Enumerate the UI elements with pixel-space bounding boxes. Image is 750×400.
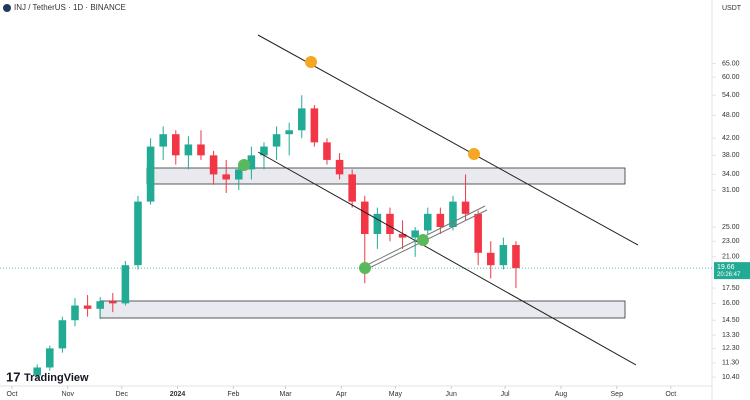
y-tick-label: 25.00	[722, 224, 740, 231]
y-tick-label: 17.50	[722, 285, 740, 292]
logo-mark: 17	[6, 369, 20, 384]
zone	[99, 300, 626, 319]
x-tick-label: Sep	[611, 391, 624, 398]
candle-body	[373, 213, 382, 234]
x-tick-label: Jun	[446, 391, 457, 398]
drawings	[238, 34, 639, 366]
candle-body	[260, 146, 268, 156]
y-tick-label: 48.00	[722, 112, 740, 119]
candle-body	[411, 230, 419, 238]
candle-body	[461, 201, 470, 214]
candle-body	[297, 108, 306, 131]
candle-body	[209, 155, 218, 175]
candle-body	[58, 320, 67, 349]
candle-body	[423, 213, 432, 231]
candle-body	[360, 201, 369, 234]
candle-body	[272, 134, 281, 147]
y-tick-label: 16.00	[722, 300, 740, 307]
candle-body	[134, 201, 142, 266]
y-tick-label: 14.50	[722, 317, 740, 324]
y-tick-label: 21.00	[722, 254, 740, 261]
candle-body	[335, 159, 344, 175]
candle-body	[285, 130, 293, 135]
trend-line	[257, 34, 639, 246]
y-tick-label: 65.00	[722, 60, 740, 67]
candle-body	[184, 144, 193, 156]
candle-body	[449, 201, 457, 228]
candle-body	[310, 108, 319, 143]
candle-body	[121, 265, 130, 304]
x-tick-label: Mar	[279, 391, 292, 398]
x-tick-label: Dec	[116, 391, 129, 398]
y-tick-label: 38.00	[722, 152, 740, 159]
candle-body	[474, 213, 482, 253]
candle-body	[33, 367, 41, 376]
candle-body	[323, 142, 331, 160]
candle-body	[499, 245, 508, 266]
x-tick-label: Oct	[7, 391, 18, 398]
candle-body	[348, 174, 356, 202]
x-tick-label: May	[389, 391, 403, 398]
x-tick-label: Nov	[62, 391, 75, 398]
candle-body	[83, 305, 92, 309]
y-tick-label: 42.00	[722, 135, 740, 142]
brand: TradingView	[24, 372, 89, 384]
y-tick-label: 34.00	[722, 171, 740, 178]
y-tick-label: 60.00	[722, 74, 740, 81]
x-tick-label: Feb	[227, 391, 239, 398]
y-tick-label: 31.00	[722, 187, 740, 194]
candle-body	[386, 213, 394, 234]
last-price-label: 19.66	[717, 264, 735, 271]
marker	[417, 234, 429, 246]
candle-body	[71, 305, 79, 321]
trend-line	[257, 151, 637, 366]
x-tick-label: Aug	[555, 391, 568, 398]
currency-label: USDT	[722, 5, 742, 12]
candle-body	[96, 301, 104, 309]
y-tick-label: 12.30	[722, 345, 740, 352]
x-tick-label: Oct	[665, 391, 676, 398]
candle-body	[398, 233, 407, 238]
candles	[33, 95, 520, 379]
x-tick-label: Apr	[336, 391, 348, 398]
y-tick-label: 11.30	[722, 360, 739, 367]
y-tick-label: 10.40	[722, 374, 740, 381]
candle-body	[436, 213, 445, 228]
last-price-badge	[714, 262, 750, 280]
zones	[99, 167, 626, 319]
marker	[359, 262, 371, 274]
candle-body	[172, 134, 180, 156]
x-tick-label: Jul	[501, 391, 510, 398]
candle-body	[146, 146, 155, 202]
marker	[305, 56, 317, 68]
countdown: 20:26:47	[717, 272, 741, 278]
candle-body	[159, 134, 167, 147]
marker	[238, 159, 250, 171]
candle-body	[109, 301, 117, 304]
candle-body	[46, 348, 54, 368]
candle-body	[222, 174, 230, 180]
y-tick-label: 23.00	[722, 238, 740, 245]
symbol-icon	[3, 4, 11, 12]
candle-body	[486, 252, 495, 266]
candle-body	[197, 144, 205, 156]
marker	[468, 148, 480, 160]
y-tick-label: 54.00	[722, 92, 740, 99]
y-tick-label: 13.30	[722, 332, 740, 339]
candle-body	[247, 155, 256, 170]
chart-title: INJ / TetherUS · 1D · BINANCE	[14, 3, 126, 12]
candle-body	[512, 245, 520, 269]
zone	[146, 167, 626, 185]
x-tick-label: 2024	[170, 391, 186, 398]
candle-body	[234, 169, 243, 180]
